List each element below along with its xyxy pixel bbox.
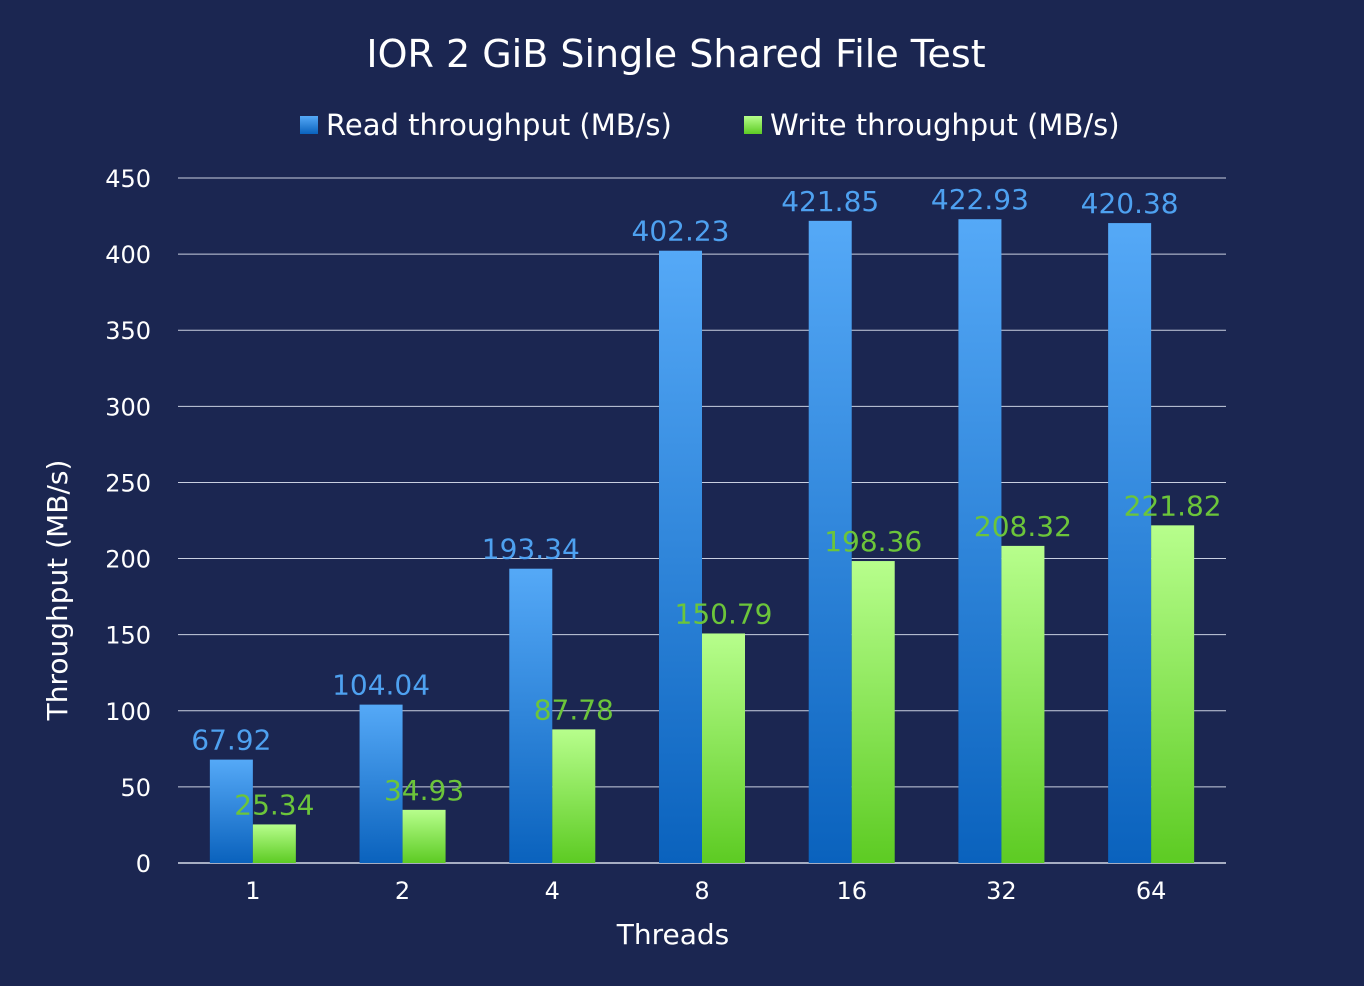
x-tick-label: 1 <box>245 877 260 905</box>
legend-swatch-write <box>744 116 762 134</box>
y-tick-label: 100 <box>105 698 151 726</box>
bar-write <box>252 824 296 863</box>
y-tick-label: 0 <box>136 850 151 878</box>
legend-swatch-read <box>300 116 318 134</box>
x-tick-label: 8 <box>694 877 709 905</box>
x-tick-label: 32 <box>986 877 1017 905</box>
bar-read <box>958 219 1002 864</box>
data-label-read: 67.92 <box>191 724 271 757</box>
x-tick-label: 64 <box>1136 877 1167 905</box>
bar-write <box>1151 525 1195 863</box>
bars <box>209 219 1195 864</box>
y-tick-label: 250 <box>105 469 151 497</box>
legend-label-write: Write throughput (MB/s) <box>770 108 1120 142</box>
data-label-read: 421.85 <box>781 185 879 218</box>
bar-read <box>359 704 403 863</box>
y-tick-label: 300 <box>105 393 151 421</box>
bar-read <box>808 220 852 863</box>
data-label-write: 150.79 <box>675 597 773 630</box>
y-axis-title: Throughput (MB/s) <box>41 460 74 722</box>
bar-read <box>659 250 702 863</box>
bar-write <box>702 633 745 863</box>
bar-read <box>1108 223 1152 863</box>
bar-write <box>1001 545 1045 863</box>
data-label-write: 208.32 <box>974 510 1072 543</box>
legend-label-read: Read throughput (MB/s) <box>326 108 672 142</box>
chart-title: IOR 2 GiB Single Shared File Test <box>366 32 985 76</box>
data-label-read: 422.93 <box>931 183 1029 216</box>
data-label-read: 420.38 <box>1081 187 1179 220</box>
data-label-write: 34.93 <box>384 774 464 807</box>
data-label-read: 402.23 <box>632 215 730 248</box>
legend: Read throughput (MB/s) Write throughput … <box>300 108 1120 142</box>
x-axis-title: Threads <box>616 918 730 951</box>
y-tick-label: 450 <box>105 165 151 193</box>
data-label-write: 221.82 <box>1124 489 1222 522</box>
y-axis-ticks: 0 50 100 150 200 250 300 350 400 450 <box>105 165 151 878</box>
x-tick-label: 2 <box>395 877 410 905</box>
bar-write <box>552 729 596 863</box>
x-axis-ticks: 1 2 4 8 16 32 64 <box>245 877 1166 905</box>
data-label-write: 25.34 <box>234 788 314 821</box>
bar-write <box>851 561 895 863</box>
y-tick-label: 50 <box>120 774 151 802</box>
data-label-write: 198.36 <box>824 525 922 558</box>
data-labels: 67.92 25.34 104.04 34.93 193.34 87.78 402.23 15… <box>191 183 1221 821</box>
data-label-write: 87.78 <box>534 693 614 726</box>
y-tick-label: 200 <box>105 546 151 574</box>
y-tick-label: 150 <box>105 622 151 650</box>
bar-read <box>209 759 253 863</box>
x-tick-label: 4 <box>545 877 560 905</box>
bar-write <box>402 809 446 863</box>
data-label-read: 193.34 <box>482 533 580 566</box>
bar-read <box>509 568 553 863</box>
y-tick-label: 400 <box>105 241 151 269</box>
y-tick-label: 350 <box>105 317 151 345</box>
data-label-read: 104.04 <box>332 669 430 702</box>
x-tick-label: 16 <box>836 877 867 905</box>
